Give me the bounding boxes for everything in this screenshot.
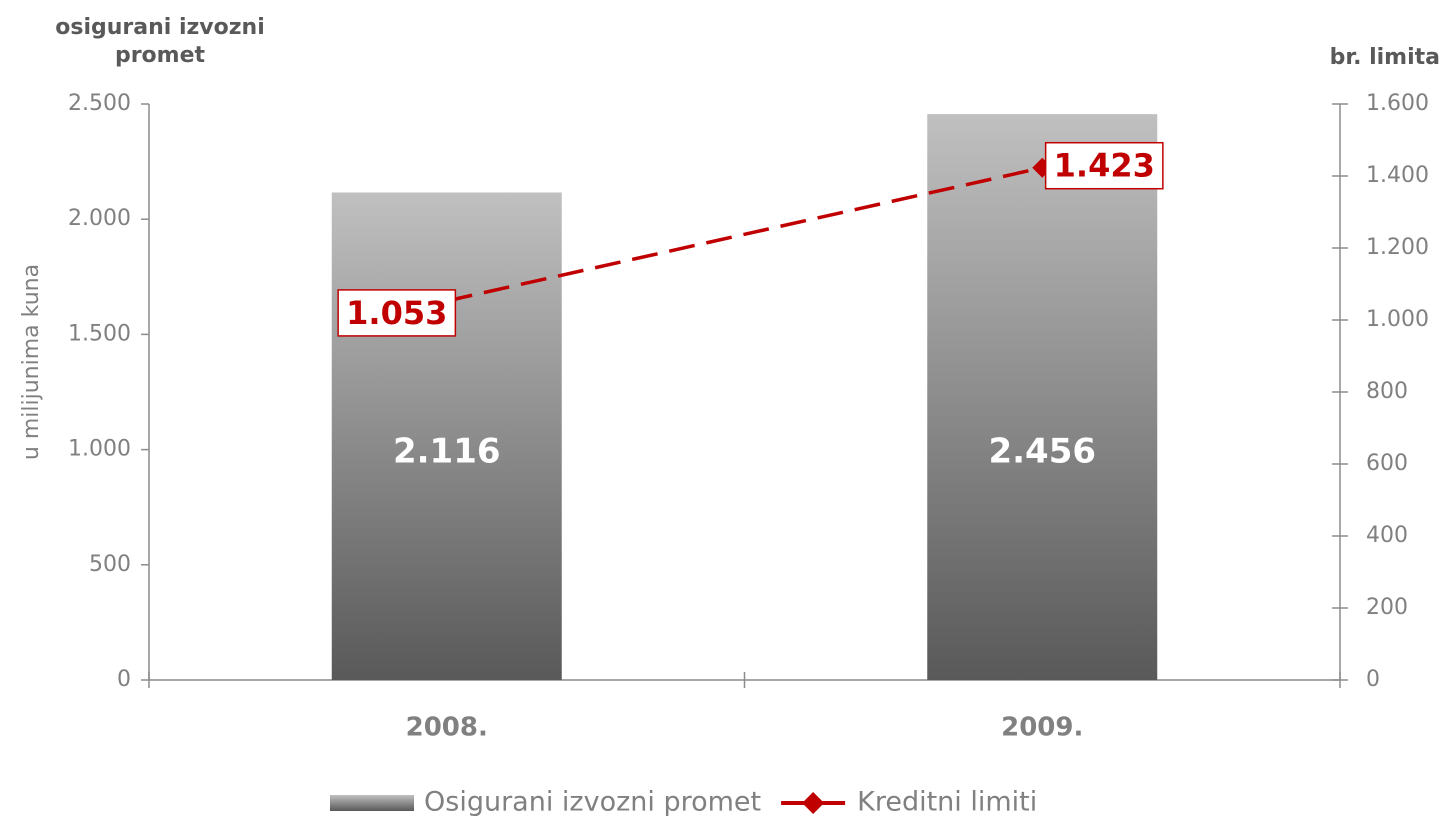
y-axis-title: osigurani izvozni promet: [55, 15, 265, 68]
y-tick-label: 500: [89, 552, 131, 577]
y-tick-label: 1.000: [68, 437, 131, 462]
bar-value-label: 2.116: [393, 432, 501, 472]
y2-tick-label: 1.600: [1366, 91, 1429, 116]
y-axis-label: u milijunima kuna: [19, 264, 44, 460]
line: [446, 166, 1043, 303]
data-label-box: [1044, 141, 1164, 190]
y2-axis-title: br. limita: [1330, 45, 1440, 70]
legend-label: Osigurani izvozni promet: [424, 787, 761, 818]
bar-value-label: 2.456: [988, 432, 1096, 472]
line-value-label: 1.423: [1054, 147, 1155, 185]
legend-marker: [802, 792, 825, 814]
bar: [331, 192, 562, 680]
y-tick-label: 2.500: [68, 91, 131, 116]
x-tick-label: 2009.: [1001, 713, 1083, 743]
y2-tick-label: 0: [1366, 667, 1380, 692]
bar: [927, 114, 1158, 681]
y-tick-label: 2.000: [68, 206, 131, 231]
legend-swatch: [330, 795, 414, 811]
y2-tick-label: 200: [1366, 595, 1408, 620]
line-value-label: 1.053: [346, 294, 447, 332]
y2-tick-label: 400: [1366, 523, 1408, 548]
y2-tick-label: 800: [1366, 379, 1408, 404]
legend-label: Kreditni limiti: [857, 787, 1037, 818]
y2-tick-label: 600: [1366, 451, 1408, 476]
y2-tick-label: 1.200: [1366, 235, 1429, 260]
y2-tick-label: 1.400: [1366, 163, 1429, 188]
y2-tick-label: 1.000: [1366, 307, 1429, 332]
y-tick-label: 0: [117, 667, 131, 692]
y-tick-label: 1.500: [68, 321, 131, 346]
x-tick-label: 2008.: [406, 713, 488, 743]
data-label-box: [337, 289, 457, 337]
